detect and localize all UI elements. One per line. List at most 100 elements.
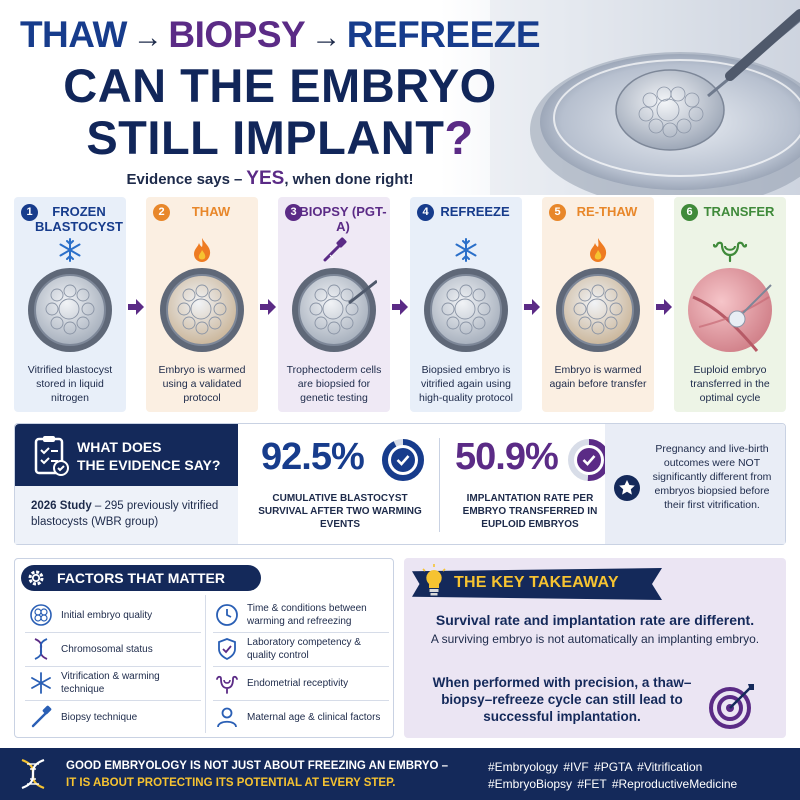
factor-label: Time & conditions between warming and re…	[247, 603, 367, 627]
person-icon	[217, 707, 237, 728]
snowflake-icon	[14, 237, 126, 263]
arrow-right-icon	[260, 299, 276, 315]
shield-check-icon	[218, 638, 236, 661]
snowflake-icon	[410, 237, 522, 263]
process-steps: 1 FROZEN BLASTOCYST Vitrified blastocyst s…	[14, 197, 786, 412]
factor-item: Initial embryo quality	[29, 597, 201, 633]
factor-label: Biopsy technique	[61, 711, 138, 723]
step-description: Trophectoderm cells are biopsied for gen…	[286, 364, 382, 404]
factor-label: Laboratory competency & quality control	[247, 637, 361, 661]
flame-icon	[146, 237, 258, 263]
check-ring-icon	[382, 439, 424, 481]
stat-survival: 92.5% CUMULATIVE BLASTOCYST SURVIVAL AFT…	[249, 424, 431, 544]
study-summary: 2026 Study – 295 previously vitrified bl…	[31, 500, 219, 528]
step-description: Vitrified blastocyst stored in liquid ni…	[27, 364, 113, 404]
takeaway-sub: A surviving embryo is not automatically …	[430, 632, 760, 646]
factor-label: Chromosomal status	[61, 643, 153, 655]
hashtags-line1: #Embryology #IVF #PGTA #Vitrification	[488, 760, 703, 774]
arrow-right-icon	[656, 299, 672, 315]
factor-label: Endometrial receptivity	[247, 677, 349, 689]
step-card: 2 THAW Embryo is warmed using a validated …	[146, 197, 258, 412]
factor-item: Chromosomal status	[29, 631, 201, 667]
hero-header: THAW → BIOPSY → REFREEZE CAN THE EMBRYO STIL…	[0, 0, 800, 195]
step-title: TRANSFER	[703, 204, 775, 219]
factor-item: Time & conditions between warming and re…	[215, 597, 391, 633]
arrow-right-icon	[392, 299, 408, 315]
embryo-illustration	[160, 268, 244, 352]
step-description: Embryo is warmed again before transfer	[549, 364, 647, 390]
step-card: 4 REFREEZE Biopsied embryo is vitrified ag…	[410, 197, 522, 412]
takeaway-main: Survival rate and implantation rate are …	[435, 612, 755, 628]
factor-item: Biopsy technique	[29, 699, 201, 735]
stat-implantation: 50.9% IMPLANTATION RATE PER EMBRYO TRANS…	[445, 424, 615, 544]
factors-heading: FACTORS THAT MATTER	[21, 565, 261, 591]
evidence-intro: WHAT DOES THE EVIDENCE SAY? 2026 Study –…	[15, 424, 238, 544]
key-takeaway-panel: THE KEY TAKEAWAY Survival rate and impla…	[404, 558, 786, 738]
embryo-illustration	[556, 268, 640, 352]
clipboard-check-icon	[34, 436, 69, 476]
step-title: RE-THAW	[576, 204, 638, 219]
star-badge-icon	[614, 475, 640, 501]
evidence-subtitle: Evidence says – YES, when done right!	[126, 168, 414, 189]
factor-item: Maternal age & clinical factors	[215, 699, 391, 735]
factor-item: Vitrification & warming technique	[29, 665, 201, 701]
gear-icon	[28, 570, 44, 586]
outcome-note: Pregnancy and live-birth outcomes were N…	[605, 424, 785, 544]
step-card: 5 RE-THAW Embryo is warmed again before tr…	[542, 197, 654, 412]
takeaway-title: THE KEY TAKEAWAY	[454, 574, 619, 591]
dna-icon	[34, 638, 48, 660]
step-card: 3 BIOPSY (PGT-A) Trophectoderm cells are b…	[278, 197, 390, 412]
embryo-illustration	[424, 268, 508, 352]
step-description: Euploid embryo transferred in the optima…	[690, 364, 770, 404]
step-number: 4	[417, 204, 434, 221]
lightbulb-icon	[422, 564, 446, 596]
step-card: 1 FROZEN BLASTOCYST Vitrified blastocyst s…	[14, 197, 126, 412]
step-title: REFREEZE	[440, 204, 510, 219]
factor-label: Vitrification & warming technique	[61, 671, 160, 695]
pipette-icon	[31, 705, 52, 728]
step-card: 6 TRANSFER Euploid embryo transferred in t…	[674, 197, 786, 412]
uterus-icon	[216, 675, 238, 694]
factors-panel: FACTORS THAT MATTER Initial embryo quali…	[14, 558, 394, 738]
factor-label: Maternal age & clinical factors	[247, 711, 381, 723]
step-title: BIOPSY (PGT-A)	[299, 204, 387, 234]
embryo-illustration	[292, 268, 377, 352]
step-number: 1	[21, 204, 38, 221]
takeaway-conclusion: When performed with precision, a thaw–bi…	[432, 675, 692, 724]
clock-icon	[216, 604, 238, 626]
headline: CAN THE EMBRYO STILL IMPLANT?	[63, 59, 497, 164]
evidence-heading: WHAT DOES THE EVIDENCE SAY?	[77, 439, 221, 473]
footer: GOOD EMBRYOLOGY IS NOT JUST ABOUT FREEZI…	[0, 748, 800, 800]
step-title: THAW	[191, 204, 231, 219]
factor-item: Laboratory competency & quality control	[215, 631, 391, 667]
stat-survival-label: CUMULATIVE BLASTOCYST SURVIVAL AFTER TWO…	[258, 493, 422, 530]
hashtags-line2: #EmbryoBiopsy #FET #ReproductiveMedicine	[488, 777, 738, 791]
dna-icon	[21, 758, 45, 790]
step-number: 3	[285, 204, 302, 221]
pipette-icon	[278, 237, 390, 263]
embryo-icon	[30, 604, 52, 626]
step-number: 2	[153, 204, 170, 221]
factor-label: Initial embryo quality	[61, 609, 153, 621]
evidence-panel: WHAT DOES THE EVIDENCE SAY? 2026 Study –…	[14, 423, 786, 545]
step-description: Biopsied embryo is vitrified again using…	[419, 364, 513, 404]
uterus-transfer-illustration	[688, 268, 772, 352]
arrow-right-icon	[524, 299, 540, 315]
arrow-right-icon	[128, 299, 144, 315]
step-description: Embryo is warmed using a validated proto…	[158, 364, 246, 404]
stat-implantation-value: 50.9%	[455, 436, 559, 478]
petri-dish-photo	[490, 0, 800, 195]
uterus-icon	[674, 237, 786, 263]
step-title: FROZEN BLASTOCYST	[35, 204, 123, 234]
embryo-illustration	[28, 268, 112, 352]
stat-survival-value: 92.5%	[261, 436, 365, 478]
factor-item: Endometrial receptivity	[215, 665, 391, 701]
stat-implantation-label: IMPLANTATION RATE PER EMBRYO TRANSFERRED…	[462, 493, 598, 530]
snowflake-icon	[31, 672, 51, 694]
step-number: 6	[681, 204, 698, 221]
footer-line2: IT IS ABOUT PROTECTING ITS POTENTIAL AT …	[66, 777, 396, 789]
flame-icon	[542, 237, 654, 263]
step-number: 5	[549, 204, 566, 221]
target-icon	[709, 684, 754, 729]
footer-line1: GOOD EMBRYOLOGY IS NOT JUST ABOUT FREEZI…	[66, 760, 449, 772]
